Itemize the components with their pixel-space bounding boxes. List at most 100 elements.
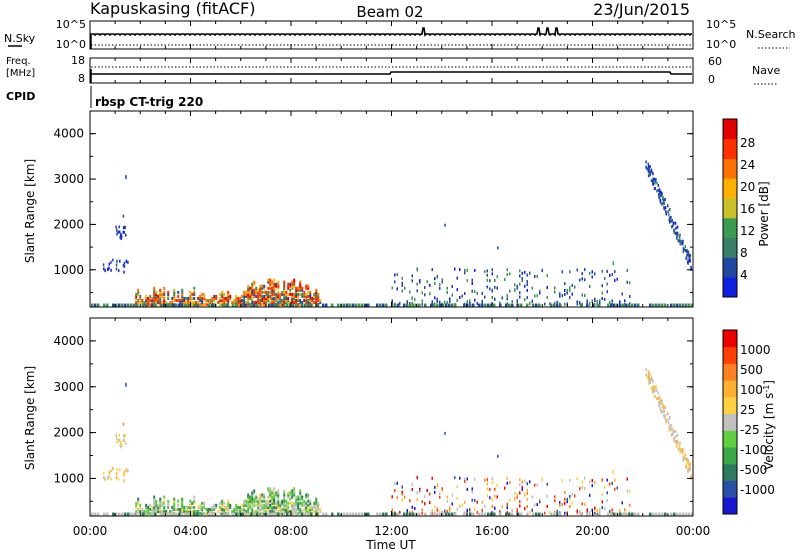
- power-cell: [106, 303, 109, 307]
- velocity-cell: [199, 507, 202, 511]
- velocity-cell: [561, 503, 563, 507]
- velocity-cell: [645, 373, 647, 377]
- nave-tick-top: 60: [708, 55, 722, 68]
- colorbar-tick-label: 8: [740, 246, 748, 260]
- colorbar-band: [723, 363, 737, 381]
- power-cell: [466, 299, 468, 303]
- power-cell: [118, 225, 120, 229]
- velocity-cell: [127, 469, 129, 473]
- velocity-cell: [213, 507, 216, 511]
- power-cell: [219, 303, 222, 307]
- power-cell: [239, 296, 242, 300]
- colorbar-band: [723, 480, 737, 498]
- power-cell: [255, 290, 258, 294]
- power-cell: [277, 284, 280, 288]
- velocity-cell: [167, 499, 170, 503]
- power-cell: [283, 299, 286, 303]
- velocity-cell: [659, 406, 662, 410]
- power-cell: [215, 294, 218, 298]
- power-cell: [197, 296, 200, 300]
- power-cell: [491, 295, 493, 299]
- power-cell: [209, 301, 212, 305]
- power-cell: [135, 296, 138, 300]
- power-cell: [161, 301, 164, 305]
- power-cell: [301, 288, 304, 292]
- velocity-cell: [261, 507, 264, 511]
- colorbar-tick-label: 20: [740, 180, 755, 194]
- velocity-cell: [491, 498, 493, 502]
- power-cell: [659, 193, 662, 197]
- velocity-cell: [315, 503, 318, 507]
- power-cell: [648, 167, 650, 171]
- velocity-cell: [614, 478, 616, 482]
- velocity-frame: [89, 317, 694, 517]
- power-cell: [275, 294, 278, 298]
- velocity-cell: [153, 495, 156, 499]
- velocity-cell: [681, 448, 683, 452]
- velocity-cell: [665, 418, 667, 422]
- velocity-cell: [245, 501, 248, 505]
- power-cell: [291, 299, 294, 303]
- velocity-cell: [139, 505, 142, 509]
- velocity-cell: [177, 499, 180, 503]
- velocity-cell: [676, 433, 679, 437]
- power-cell: [125, 260, 128, 264]
- power-cell: [173, 292, 176, 296]
- power-cell: [601, 284, 603, 288]
- velocity-cell: [149, 512, 152, 516]
- velocity-cell: [223, 512, 226, 516]
- velocity-cell: [208, 512, 211, 516]
- velocity-cell: [307, 499, 310, 503]
- power-cell: [251, 290, 254, 294]
- freq-label-line2: [MHz]: [6, 68, 35, 79]
- power-cell: [493, 303, 496, 307]
- velocity-cell: [103, 512, 106, 516]
- power-cell: [307, 284, 310, 288]
- velocity-cell: [325, 512, 328, 516]
- velocity-cell: [599, 510, 601, 514]
- power-cell: [283, 286, 286, 290]
- power-cell: [244, 303, 247, 307]
- velocity-cell: [297, 497, 300, 501]
- velocity-cell: [303, 501, 306, 505]
- power-cell: [137, 299, 140, 303]
- velocity-cell: [299, 489, 302, 493]
- velocity-cell: [657, 391, 660, 395]
- velocity-cell: [271, 507, 274, 511]
- time-tick-label: 00:00: [73, 524, 108, 538]
- velocity-cell: [181, 505, 184, 509]
- power-cell: [125, 233, 127, 237]
- power-cell: [478, 303, 481, 307]
- velocity-cell: [267, 487, 270, 491]
- velocity-cell: [273, 499, 276, 503]
- velocity-cell: [163, 507, 166, 511]
- velocity-cell: [115, 436, 118, 440]
- power-cell: [421, 291, 423, 295]
- velocity-cell: [446, 499, 448, 503]
- power-cell: [520, 303, 523, 307]
- power-cell: [166, 303, 169, 307]
- power-cell: [419, 280, 421, 284]
- power-cell: [629, 294, 631, 298]
- power-cell: [295, 299, 298, 303]
- power-cell: [293, 292, 296, 296]
- power-cell: [299, 282, 302, 286]
- velocity-cell: [225, 505, 228, 509]
- velocity-cell: [289, 510, 292, 514]
- power-cell: [526, 280, 528, 284]
- velocity-cell: [391, 495, 393, 499]
- velocity-cell: [209, 507, 212, 511]
- velocity-cell: [526, 497, 528, 501]
- power-cell: [307, 290, 310, 294]
- velocity-cell: [685, 465, 687, 469]
- power-cell: [596, 303, 598, 307]
- velocity-cell: [629, 490, 631, 494]
- velocity-cell: [431, 509, 433, 513]
- power-cell: [285, 299, 288, 303]
- colorbar-tick-label: 12: [740, 224, 755, 238]
- power-cell: [283, 301, 286, 305]
- velocity-cell: [645, 367, 647, 371]
- power-cell: [609, 300, 611, 304]
- velocity-cell: [153, 505, 156, 509]
- power-cell: [494, 297, 496, 301]
